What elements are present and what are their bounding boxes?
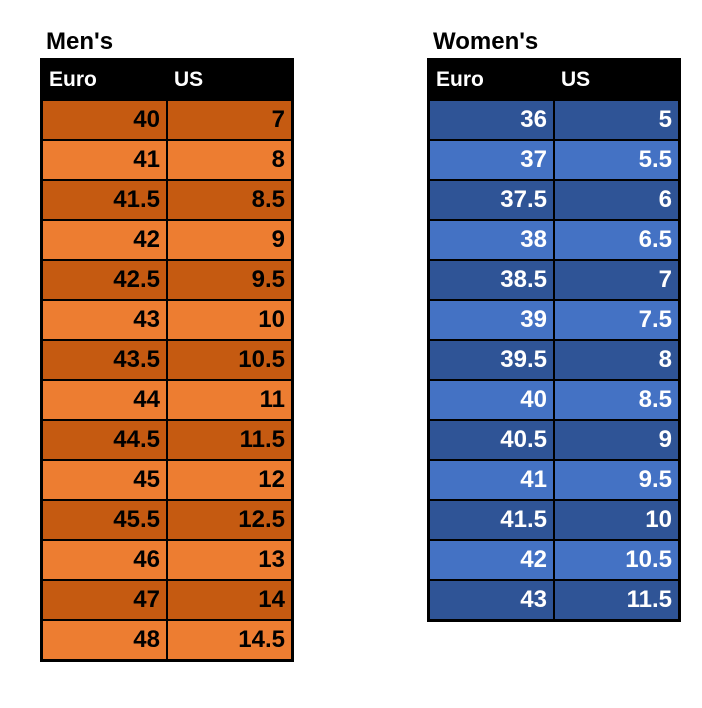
us-cell[interactable]: 14.5 xyxy=(166,619,294,662)
us-cell[interactable]: 5.5 xyxy=(553,139,681,181)
table-row: 37.5 6 xyxy=(427,179,681,221)
table-row: 43 11.5 xyxy=(427,579,681,622)
table-row: 40.5 9 xyxy=(427,419,681,461)
euro-cell[interactable]: 37 xyxy=(427,139,555,181)
womens-size-table-section: Women's Euro US 36 5 37 5.5 37.5 6 38 6.5 38.5 7 3… xyxy=(427,29,681,622)
mens-size-table-section: Men's Euro US 40 7 41 8 41.5 8.5 42 9 42.5 9.5 43 1… xyxy=(40,29,294,662)
us-cell[interactable]: 11.5 xyxy=(166,419,294,461)
table-row: 45.5 12.5 xyxy=(40,499,294,541)
us-cell[interactable]: 10 xyxy=(166,299,294,341)
table-row: 43.5 10.5 xyxy=(40,339,294,381)
euro-cell[interactable]: 43 xyxy=(40,299,168,341)
womens-size-table: Euro US 36 5 37 5.5 37.5 6 38 6.5 38.5 7 39 7.5 39.5… xyxy=(427,58,681,622)
euro-cell[interactable]: 41.5 xyxy=(40,179,168,221)
us-cell[interactable]: 9.5 xyxy=(166,259,294,301)
mens-table-title: Men's xyxy=(46,28,114,55)
us-cell[interactable]: 8.5 xyxy=(553,379,681,421)
us-cell[interactable]: 12 xyxy=(166,459,294,501)
us-cell[interactable]: 6.5 xyxy=(553,219,681,261)
euro-cell[interactable]: 41 xyxy=(427,459,555,501)
euro-cell[interactable]: 48 xyxy=(40,619,168,662)
euro-cell[interactable]: 36 xyxy=(427,99,555,141)
euro-cell[interactable]: 38 xyxy=(427,219,555,261)
euro-cell[interactable]: 44.5 xyxy=(40,419,168,461)
mens-size-table: Euro US 40 7 41 8 41.5 8.5 42 9 42.5 9.5 43 10 43.5 1… xyxy=(40,58,294,662)
us-cell[interactable]: 13 xyxy=(166,539,294,581)
table-row: 41 8 xyxy=(40,139,294,181)
us-cell[interactable]: 7 xyxy=(553,259,681,301)
header-row: Euro US xyxy=(40,58,294,101)
table-row: 39.5 8 xyxy=(427,339,681,381)
euro-cell[interactable]: 42 xyxy=(40,219,168,261)
womens-table-body: 36 5 37 5.5 37.5 6 38 6.5 38.5 7 39 7.5 39.5 8 40 8.5 40… xyxy=(427,99,681,622)
us-cell[interactable]: 14 xyxy=(166,579,294,621)
table-row: 39 7.5 xyxy=(427,299,681,341)
us-cell[interactable]: 11 xyxy=(166,379,294,421)
us-cell[interactable]: 12.5 xyxy=(166,499,294,541)
us-cell[interactable]: 10 xyxy=(553,499,681,541)
euro-column-header[interactable]: Euro xyxy=(40,58,168,101)
table-row: 48 14.5 xyxy=(40,619,294,662)
table-row: 40 7 xyxy=(40,99,294,141)
table-row: 42.5 9.5 xyxy=(40,259,294,301)
table-row: 42 10.5 xyxy=(427,539,681,581)
table-row: 45 12 xyxy=(40,459,294,501)
table-row: 47 14 xyxy=(40,579,294,621)
us-cell[interactable]: 7 xyxy=(166,99,294,141)
us-cell[interactable]: 5 xyxy=(553,99,681,141)
table-row: 41.5 8.5 xyxy=(40,179,294,221)
us-cell[interactable]: 9 xyxy=(166,219,294,261)
header-row: Euro US xyxy=(427,58,681,101)
euro-cell[interactable]: 43.5 xyxy=(40,339,168,381)
table-row: 44.5 11.5 xyxy=(40,419,294,461)
euro-cell[interactable]: 40.5 xyxy=(427,419,555,461)
euro-cell[interactable]: 42 xyxy=(427,539,555,581)
us-cell[interactable]: 8.5 xyxy=(166,179,294,221)
mens-table-body: 40 7 41 8 41.5 8.5 42 9 42.5 9.5 43 10 43.5 10.5 44 11 4… xyxy=(40,99,294,662)
us-cell[interactable]: 8 xyxy=(553,339,681,381)
table-row: 37 5.5 xyxy=(427,139,681,181)
euro-cell[interactable]: 38.5 xyxy=(427,259,555,301)
us-cell[interactable]: 8 xyxy=(166,139,294,181)
table-row: 41.5 10 xyxy=(427,499,681,541)
us-cell[interactable]: 9.5 xyxy=(553,459,681,501)
us-cell[interactable]: 9 xyxy=(553,419,681,461)
euro-cell[interactable]: 44 xyxy=(40,379,168,421)
table-row: 43 10 xyxy=(40,299,294,341)
euro-cell[interactable]: 39.5 xyxy=(427,339,555,381)
table-row: 42 9 xyxy=(40,219,294,261)
euro-cell[interactable]: 39 xyxy=(427,299,555,341)
womens-table-title: Women's xyxy=(433,28,539,55)
table-row: 41 9.5 xyxy=(427,459,681,501)
euro-cell[interactable]: 45 xyxy=(40,459,168,501)
euro-column-header[interactable]: Euro xyxy=(427,58,555,101)
euro-cell[interactable]: 40 xyxy=(40,99,168,141)
us-cell[interactable]: 7.5 xyxy=(553,299,681,341)
euro-cell[interactable]: 43 xyxy=(427,579,555,622)
table-row: 40 8.5 xyxy=(427,379,681,421)
euro-cell[interactable]: 42.5 xyxy=(40,259,168,301)
euro-cell[interactable]: 41 xyxy=(40,139,168,181)
euro-cell[interactable]: 47 xyxy=(40,579,168,621)
euro-cell[interactable]: 40 xyxy=(427,379,555,421)
table-row: 36 5 xyxy=(427,99,681,141)
us-cell[interactable]: 6 xyxy=(553,179,681,221)
table-row: 46 13 xyxy=(40,539,294,581)
euro-cell[interactable]: 45.5 xyxy=(40,499,168,541)
us-cell[interactable]: 10.5 xyxy=(166,339,294,381)
us-column-header[interactable]: US xyxy=(166,58,294,101)
table-row: 38.5 7 xyxy=(427,259,681,301)
euro-cell[interactable]: 41.5 xyxy=(427,499,555,541)
table-row: 44 11 xyxy=(40,379,294,421)
us-column-header[interactable]: US xyxy=(553,58,681,101)
us-cell[interactable]: 11.5 xyxy=(553,579,681,622)
us-cell[interactable]: 10.5 xyxy=(553,539,681,581)
euro-cell[interactable]: 46 xyxy=(40,539,168,581)
table-row: 38 6.5 xyxy=(427,219,681,261)
euro-cell[interactable]: 37.5 xyxy=(427,179,555,221)
